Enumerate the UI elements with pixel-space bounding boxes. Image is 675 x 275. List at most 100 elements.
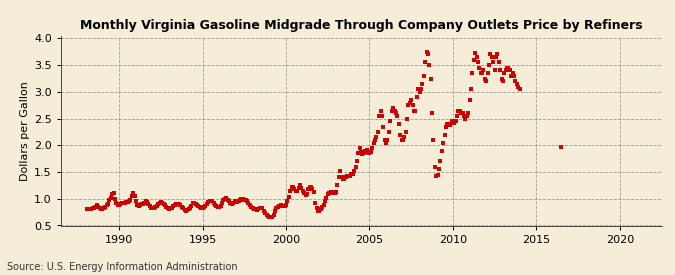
Point [124, 199, 134, 204]
Point [362, 150, 373, 154]
Point [279, 204, 290, 208]
Point [232, 200, 243, 204]
Point [155, 200, 166, 204]
Point [400, 130, 411, 134]
Point [395, 133, 406, 137]
Point [264, 215, 275, 219]
Point [247, 206, 258, 211]
Point [205, 199, 216, 203]
Point [139, 200, 150, 205]
Point [323, 192, 333, 197]
Point [104, 198, 115, 203]
Point [428, 138, 439, 142]
Point [175, 203, 186, 207]
Point [198, 205, 209, 210]
Point [371, 135, 382, 139]
Point [449, 121, 460, 125]
Point [265, 215, 276, 219]
Point [448, 119, 458, 123]
Point [114, 203, 125, 207]
Point [356, 150, 367, 154]
Point [438, 141, 449, 145]
Point [148, 206, 159, 210]
Point [189, 200, 200, 205]
Point [346, 172, 357, 176]
Point [209, 200, 219, 205]
Point [307, 186, 318, 191]
Point [354, 146, 365, 150]
Point [122, 200, 133, 204]
Point [159, 201, 169, 206]
Point [475, 71, 486, 75]
Point [382, 138, 393, 142]
Point [275, 203, 286, 207]
Point [474, 66, 485, 70]
Point [269, 208, 280, 213]
Point [367, 146, 378, 150]
Point [115, 202, 126, 206]
Point [197, 206, 208, 211]
Point [348, 171, 358, 176]
Point [99, 206, 109, 211]
Point [108, 191, 119, 196]
Point [383, 130, 394, 134]
Point [396, 138, 407, 142]
Point [186, 204, 197, 208]
Point [140, 199, 151, 204]
Point [298, 191, 309, 195]
Point [285, 189, 296, 193]
Point [433, 167, 444, 172]
Point [311, 206, 322, 210]
Point [119, 200, 130, 205]
Point [342, 174, 352, 178]
Point [167, 206, 178, 210]
Point [414, 90, 425, 94]
Point [211, 204, 222, 208]
Point [510, 79, 521, 83]
Point [403, 103, 414, 108]
Point [327, 190, 338, 194]
Point [410, 108, 421, 113]
Point [432, 172, 443, 177]
Point [95, 206, 105, 210]
Point [205, 199, 215, 203]
Point [509, 74, 520, 78]
Point [242, 199, 252, 203]
Point [314, 209, 325, 213]
Point [168, 204, 179, 208]
Point [352, 159, 362, 164]
Point [129, 194, 140, 198]
Point [236, 197, 247, 202]
Point [459, 114, 470, 118]
Point [111, 200, 122, 205]
Point [259, 208, 269, 213]
Point [202, 200, 213, 204]
Point [126, 194, 137, 198]
Point [171, 202, 182, 206]
Point [238, 197, 248, 202]
Point [231, 199, 242, 204]
Point [377, 114, 387, 118]
Point [101, 203, 112, 207]
Point [336, 175, 347, 179]
Point [478, 68, 489, 73]
Point [335, 169, 346, 173]
Point [223, 199, 234, 204]
Point [263, 214, 273, 219]
Point [468, 57, 479, 62]
Point [502, 66, 512, 70]
Point [497, 79, 508, 83]
Point [496, 76, 507, 81]
Point [313, 208, 323, 213]
Point [88, 206, 99, 210]
Point [278, 204, 289, 208]
Point [435, 159, 446, 164]
Point [500, 68, 511, 73]
Point [134, 202, 145, 207]
Point [457, 111, 468, 116]
Point [303, 187, 314, 191]
Point [300, 193, 311, 197]
Point [230, 199, 240, 204]
Point [256, 206, 267, 211]
Point [365, 150, 376, 154]
